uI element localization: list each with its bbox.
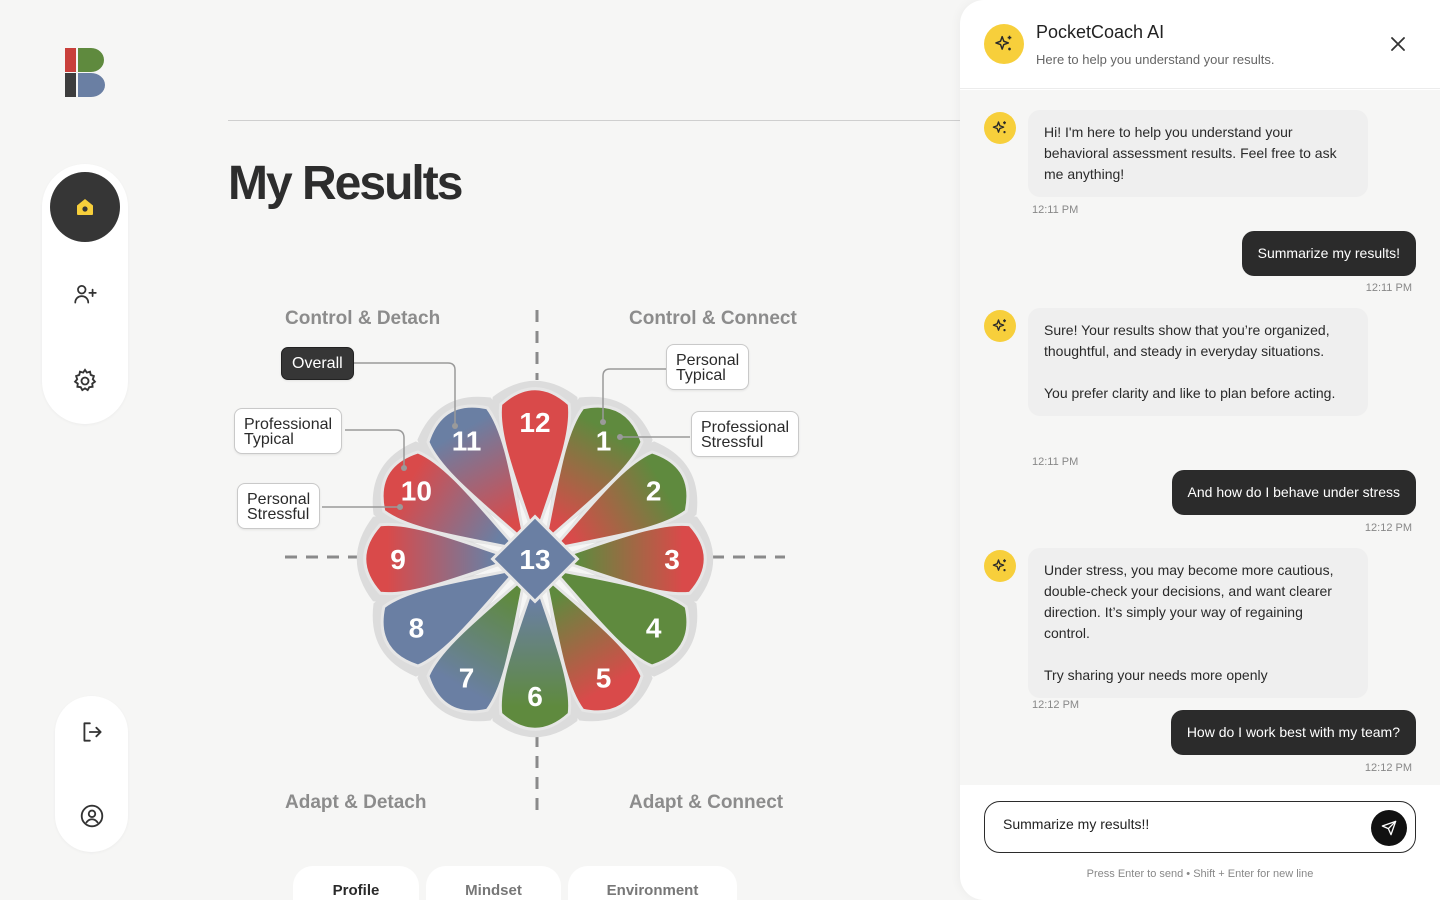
petal-label-10: 10 [401, 476, 432, 507]
nav-settings-button[interactable] [50, 346, 120, 416]
header-divider [228, 120, 960, 121]
message-time: 12:11 PM [1365, 282, 1412, 294]
user-message: And how do I behave under stress [1171, 470, 1416, 515]
sparkles-icon [992, 319, 1006, 332]
user-circle-icon [80, 804, 104, 828]
tag-overall[interactable]: Overall [281, 347, 354, 380]
user-plus-icon [74, 285, 97, 304]
chat-panel: PocketCoach AI Here to help you understa… [960, 0, 1440, 900]
brand-logo [65, 48, 105, 97]
petal-label-8: 8 [409, 613, 425, 644]
tab-profile[interactable]: Profile [293, 866, 419, 900]
profile-button[interactable] [67, 791, 117, 841]
quadrant-label-bottom-left: Adapt & Detach [285, 792, 427, 813]
message-time: 12:11 PM [1032, 204, 1079, 216]
close-icon [1391, 37, 1405, 51]
center-diamond[interactable] [490, 514, 580, 604]
center-label: 13 [519, 544, 550, 575]
nav-add-user-button[interactable] [50, 259, 120, 329]
connector-personal-typical [602, 368, 666, 420]
sidebar-bottom [55, 696, 128, 852]
petal-label-4: 4 [646, 613, 662, 644]
logout-icon [83, 722, 102, 742]
sidebar-nav [42, 164, 128, 424]
results-tabs: Profile Mindset Environment [293, 866, 737, 900]
chat-subtitle: Here to help you understand your results… [1036, 52, 1275, 67]
gear-icon [73, 368, 97, 392]
coach-avatar [984, 112, 1016, 144]
send-button[interactable] [1371, 810, 1407, 846]
message-time: 12:12 PM [1032, 699, 1080, 711]
petal-12[interactable] [498, 387, 572, 544]
message-time: 12:12 PM [1364, 762, 1412, 774]
send-icon [1381, 820, 1397, 836]
quadrant-label-top-left: Control & Detach [285, 308, 441, 329]
petal-label-2: 2 [646, 476, 662, 507]
chat-composer [984, 801, 1416, 853]
message-time: 12:12 PM [1364, 522, 1412, 534]
composer-hint: Press Enter to send • Shift + Enter for … [1086, 868, 1314, 880]
petal-label-12: 12 [519, 407, 550, 438]
home-icon [77, 199, 93, 215]
bot-message: Hi! I'm here to help you understand your… [1028, 110, 1368, 197]
petal-label-1: 1 [596, 425, 612, 456]
sparkles-icon [995, 35, 1012, 51]
connector-professional-typical [345, 429, 405, 466]
tag-personal-typical[interactable]: Personal Typical [666, 344, 750, 390]
coach-avatar [984, 550, 1016, 582]
petal-label-6: 6 [527, 681, 543, 712]
tag-professional-stressful[interactable]: Professional Stressful [691, 411, 800, 457]
page-title: My Results [228, 157, 463, 210]
petal-label-11: 11 [452, 425, 482, 456]
tab-mindset[interactable]: Mindset [426, 866, 561, 900]
petal-label-3: 3 [664, 544, 680, 575]
tag-personal-stressful[interactable]: Personal Stressful [237, 483, 321, 529]
petal-label-7: 7 [459, 663, 475, 694]
user-message: How do I work best with my team? [1170, 710, 1416, 755]
chat-input[interactable] [1003, 816, 1363, 832]
petal-label-5: 5 [596, 663, 612, 694]
user-message: Summarize my results! [1241, 231, 1416, 276]
nav-home-button[interactable] [50, 172, 120, 242]
sparkles-icon [992, 559, 1006, 572]
chat-header: PocketCoach AI Here to help you understa… [960, 0, 1440, 89]
tab-environment[interactable]: Environment [568, 866, 737, 900]
chat-messages[interactable]: Hi! I'm here to help you understand your… [960, 90, 1440, 785]
sparkles-icon [992, 121, 1006, 134]
connector-overall [352, 362, 456, 425]
quadrant-label-top-right: Control & Connect [629, 308, 797, 329]
bot-message: Under stress, you may become more cautio… [1028, 548, 1368, 698]
message-time: 12:11 PM [1032, 456, 1079, 468]
tag-professional-typical[interactable]: Professional Typical [234, 408, 343, 454]
coach-avatar [984, 310, 1016, 342]
coach-avatar [984, 24, 1024, 64]
quadrant-label-bottom-right: Adapt & Connect [629, 792, 784, 813]
petal-label-9: 9 [390, 544, 406, 575]
chat-title: PocketCoach AI [1036, 22, 1165, 42]
close-button[interactable] [1384, 30, 1412, 58]
logout-button[interactable] [67, 707, 117, 757]
bot-message: Sure! Your results show that you’re orga… [1028, 308, 1368, 416]
